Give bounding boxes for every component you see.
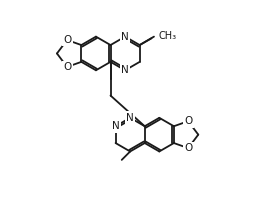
- Text: O: O: [63, 62, 71, 72]
- Text: O: O: [184, 143, 192, 153]
- Text: O: O: [184, 116, 192, 126]
- Text: N: N: [121, 65, 129, 75]
- Text: N: N: [126, 113, 134, 123]
- Text: O: O: [63, 35, 71, 45]
- Text: N: N: [121, 32, 129, 42]
- Text: N: N: [112, 121, 119, 131]
- Text: CH₃: CH₃: [159, 31, 177, 41]
